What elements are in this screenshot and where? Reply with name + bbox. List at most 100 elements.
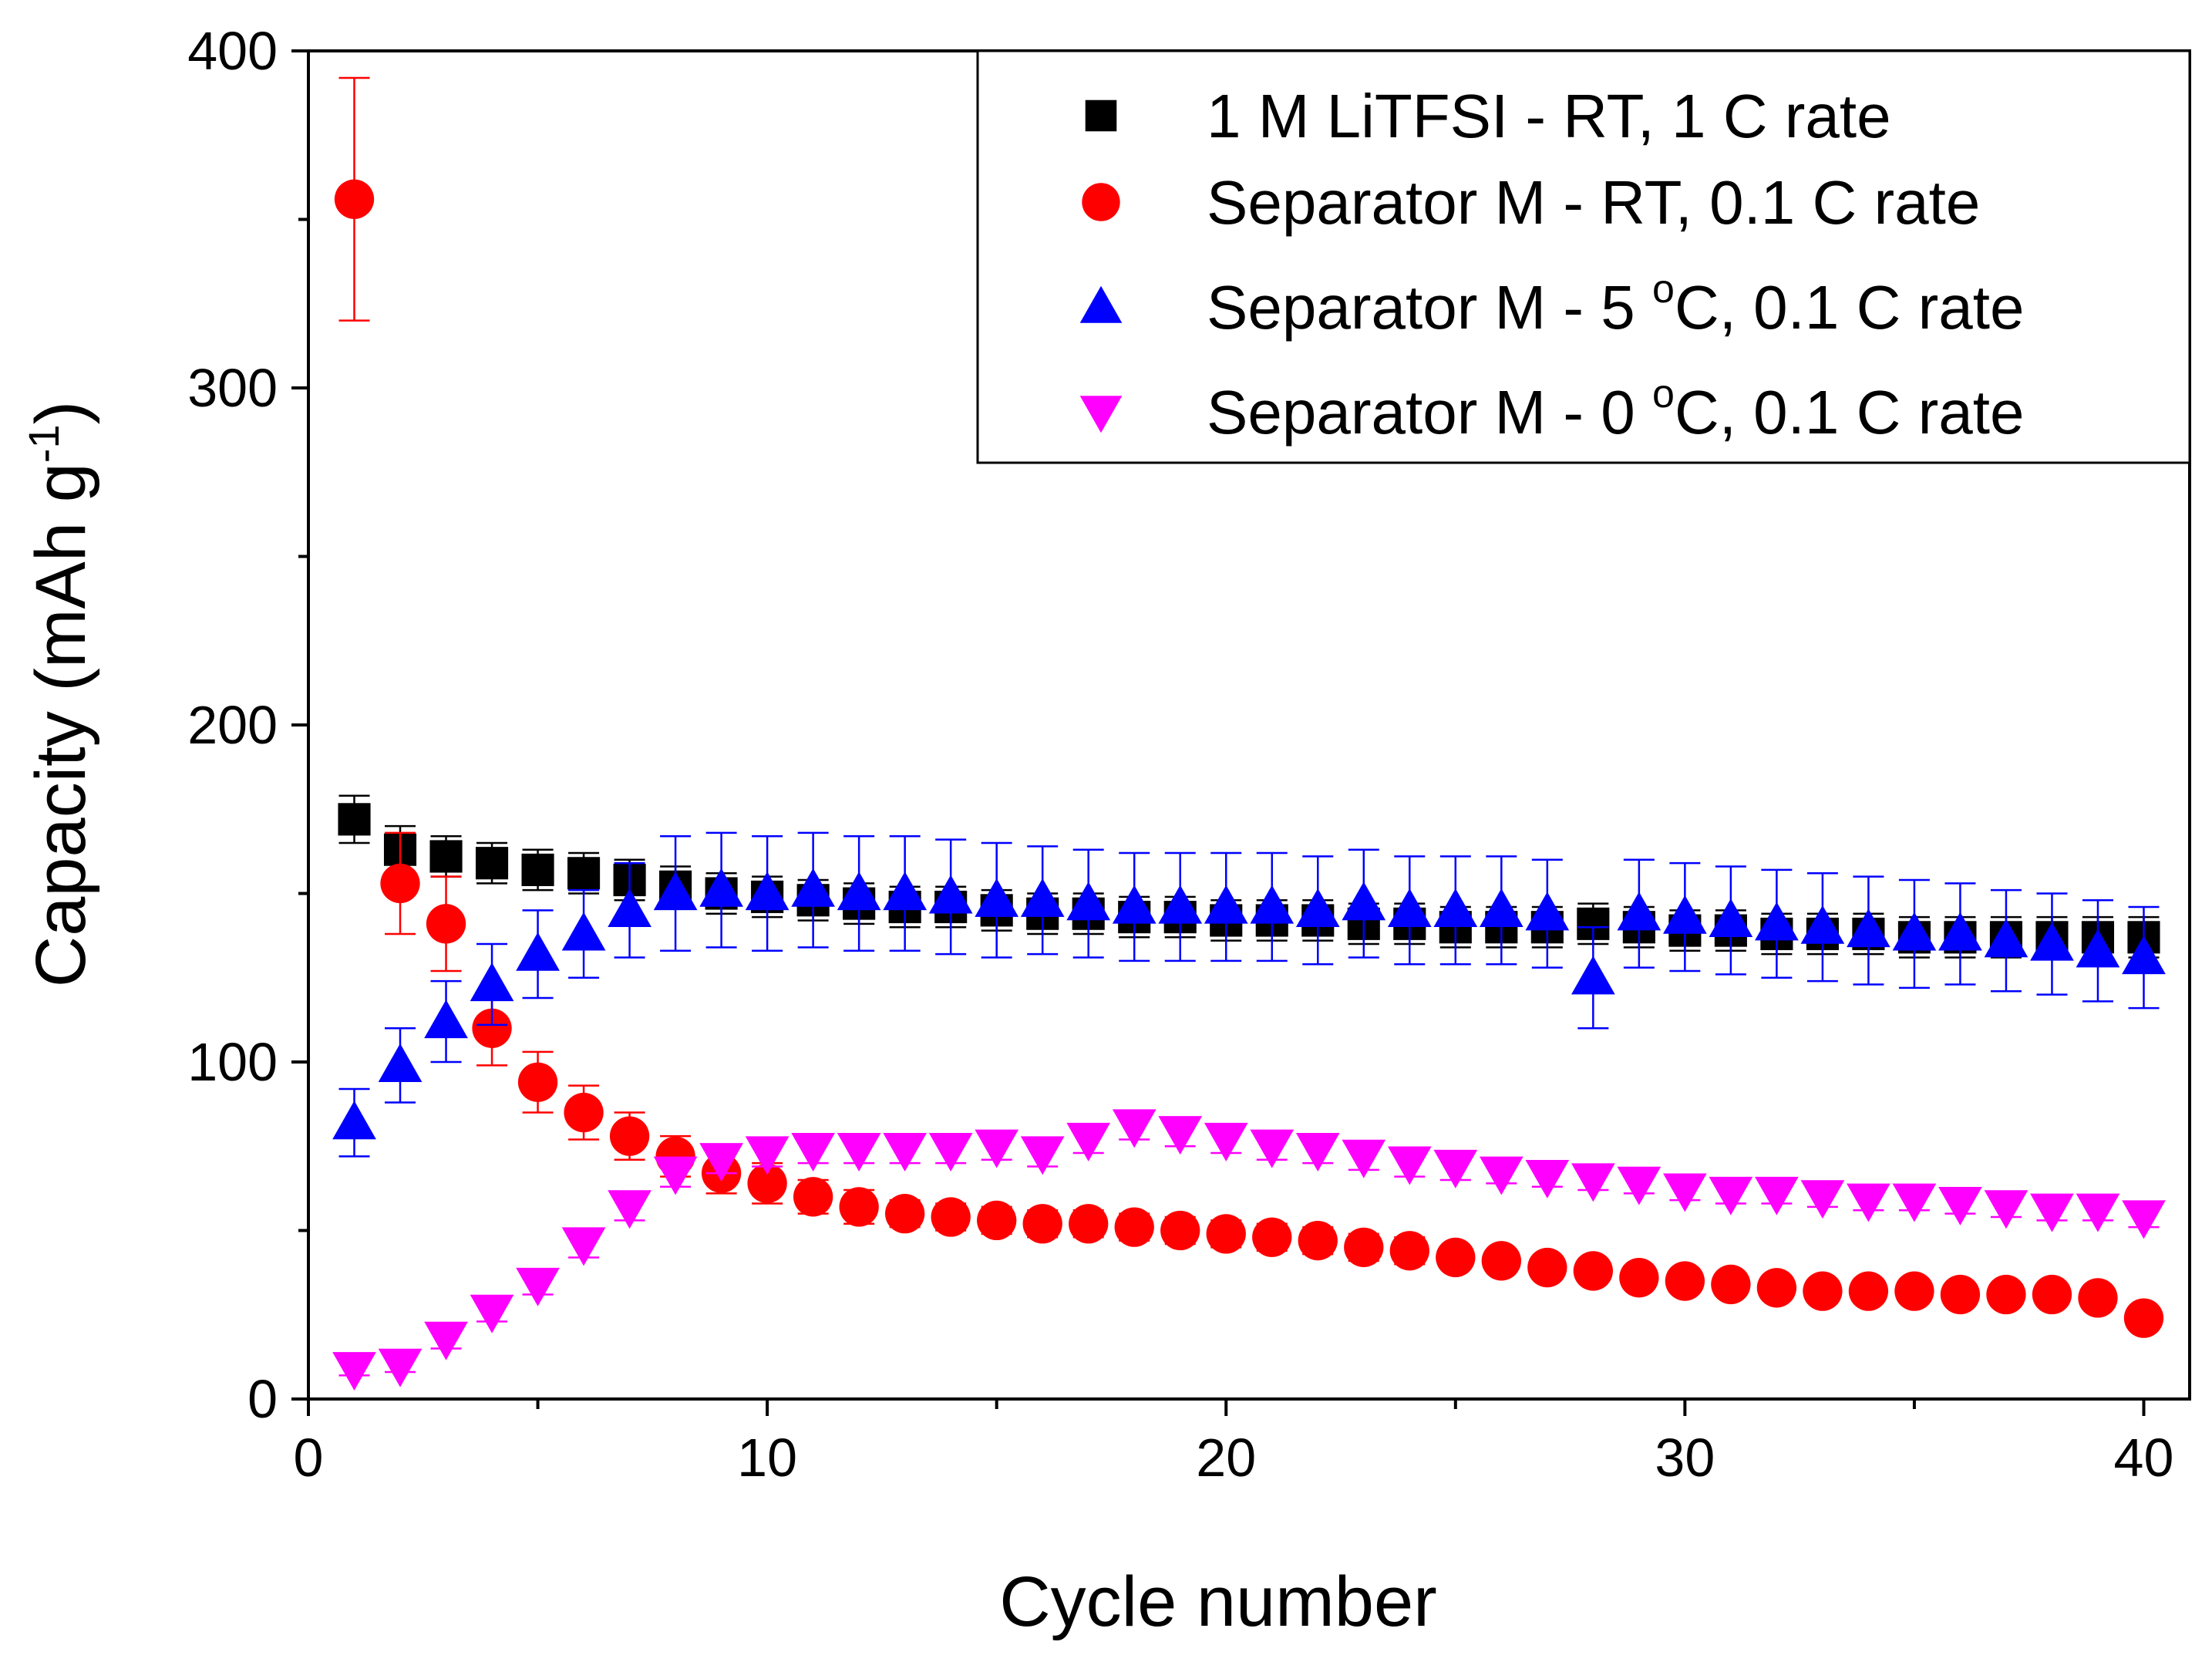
data-point: [791, 868, 835, 907]
y-tick-label: 100: [187, 1032, 278, 1092]
legend-label-superscript: o: [1652, 372, 1675, 416]
data-point: [1295, 888, 1340, 927]
y-axis-title-close: ): [22, 401, 100, 425]
data-point: [699, 1143, 743, 1182]
data-point: [1984, 1190, 2029, 1229]
data-point: [378, 1043, 423, 1082]
data-point: [1479, 1156, 1523, 1195]
data-point: [334, 179, 375, 219]
y-tick-label: 300: [187, 358, 278, 418]
data-point: [1755, 902, 1799, 941]
data-point: [1617, 892, 1662, 931]
data-point: [839, 1187, 879, 1227]
data-point: [931, 1197, 971, 1237]
data-point: [2122, 1200, 2166, 1239]
data-point: [883, 1133, 928, 1171]
x-tick-label: 20: [1196, 1428, 1256, 1488]
data-point: [1114, 1207, 1154, 1247]
data-point: [1066, 1122, 1111, 1161]
data-point: [424, 1321, 468, 1360]
x-tick-label: 30: [1655, 1428, 1715, 1488]
legend-label-text: Separator M - 5: [1207, 273, 1652, 342]
data-point: [378, 1348, 423, 1387]
data-point: [1112, 885, 1157, 924]
data-point: [1938, 912, 1982, 951]
data-point: [380, 863, 420, 904]
data-point: [1066, 882, 1111, 921]
data-point: [1298, 1220, 1338, 1261]
data-point: [745, 871, 790, 911]
legend-label-text: C, 0.1 C rate: [1675, 273, 2025, 342]
y-axis-title-main: Capacity (mAh g: [22, 463, 100, 987]
legend-marker: [1079, 285, 1123, 323]
data-point: [653, 871, 698, 911]
legend-entry-label: Separator M - 5 oC, 0.1 C rate: [1207, 267, 2024, 342]
series-4: [332, 1109, 2166, 1391]
data-point: [883, 871, 928, 911]
data-point: [608, 1190, 651, 1229]
legend: 1 M LiTFSI - RT, 1 C rate Separator M - R…: [976, 49, 2191, 464]
data-point: [1069, 1204, 1109, 1244]
data-point: [1755, 1176, 1799, 1215]
data-point: [1342, 1139, 1386, 1178]
data-point: [561, 1227, 606, 1266]
data-point: [1986, 1274, 2026, 1315]
legend-label-text: 1 M LiTFSI - RT, 1 C rate: [1207, 82, 1891, 150]
data-point: [1204, 1122, 1248, 1161]
data-point: [1020, 878, 1065, 917]
data-point: [1619, 1258, 1659, 1298]
data-point: [1709, 898, 1753, 938]
data-point: [426, 904, 466, 944]
data-point: [2030, 922, 2074, 961]
data-point: [745, 1136, 790, 1175]
x-axis-title: Cycle number: [999, 1563, 1437, 1641]
data-point: [1571, 1163, 1615, 1202]
data-point: [1847, 1183, 1890, 1222]
data-point: [338, 803, 371, 836]
data-point: [1389, 1231, 1429, 1271]
data-point: [1756, 1268, 1797, 1308]
data-point: [837, 871, 881, 911]
data-point: [1112, 1109, 1157, 1148]
data-point: [1250, 885, 1295, 924]
data-point: [1433, 888, 1478, 927]
data-point: [1803, 1271, 1843, 1311]
legend-entry-label: Separator M - 0 oC, 0.1 C rate: [1207, 372, 2024, 447]
data-point: [1527, 1247, 1567, 1288]
y-tick-label: 400: [187, 21, 278, 81]
data-point: [1020, 1136, 1065, 1175]
data-point: [2032, 1274, 2072, 1315]
data-point: [928, 875, 973, 914]
data-point: [1892, 912, 1937, 951]
data-point: [608, 888, 651, 927]
data-point: [1295, 1133, 1340, 1171]
data-point: [977, 1200, 1017, 1241]
data-point: [516, 1267, 560, 1306]
legend-entry-label: 1 M LiTFSI - RT, 1 C rate: [1207, 82, 1891, 150]
x-tick-label: 0: [294, 1428, 324, 1488]
data-point: [472, 1008, 512, 1048]
legend-label-text: Separator M - RT, 0.1 C rate: [1207, 168, 1980, 237]
data-point: [1800, 905, 1845, 944]
data-point: [516, 932, 560, 971]
data-point: [1436, 1237, 1476, 1278]
data-point: [2078, 1278, 2118, 1318]
data-point: [1252, 1217, 1292, 1257]
x-tick-label: 10: [737, 1428, 797, 1488]
legend-entry-label: Separator M - RT, 0.1 C rate: [1207, 168, 1980, 237]
data-point: [1847, 909, 1890, 948]
data-point: [567, 857, 601, 890]
data-point: [1479, 888, 1523, 927]
data-point: [699, 868, 743, 907]
data-point: [1342, 882, 1386, 921]
data-point: [1387, 888, 1432, 927]
data-point: [1665, 1261, 1705, 1301]
data-point: [1022, 1204, 1062, 1244]
data-point: [791, 1133, 835, 1171]
data-point: [1711, 1264, 1751, 1305]
legend-label-text: C, 0.1 C rate: [1675, 378, 2025, 447]
legend-marker: [1082, 183, 1120, 221]
data-point: [1433, 1149, 1478, 1188]
data-point: [1158, 885, 1203, 924]
